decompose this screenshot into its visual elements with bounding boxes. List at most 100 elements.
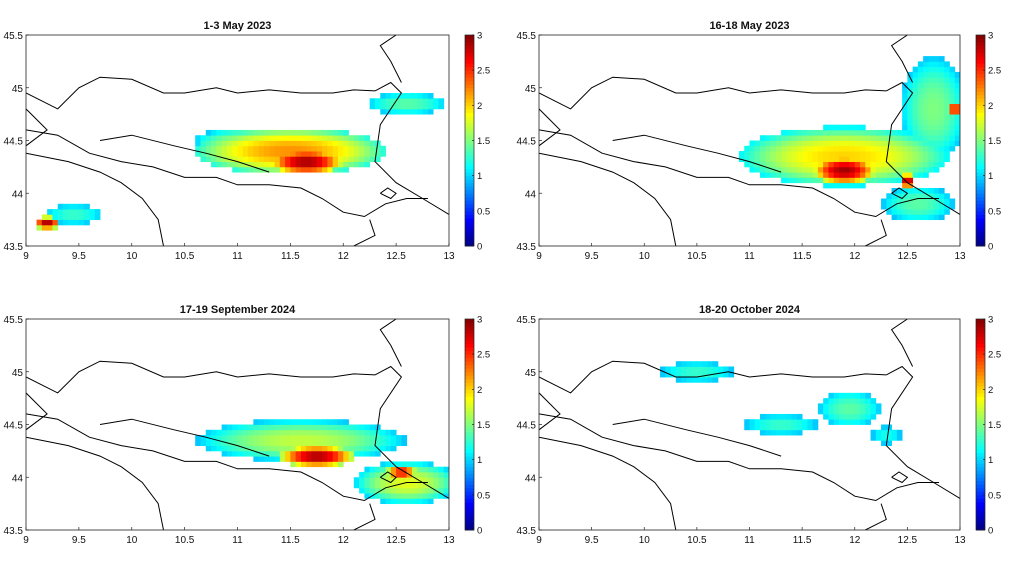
x-tick-label: 13	[443, 535, 455, 546]
colorbar-tick-label: 0.5	[988, 490, 1001, 501]
x-tick-label: 13	[954, 251, 966, 262]
colorbar-tick-label: 0.5	[477, 206, 490, 217]
x-tick-label: 11	[744, 251, 755, 262]
colorbar-tick-label: 2	[988, 385, 993, 396]
x-tick-label: 9.5	[585, 251, 599, 262]
y-tick-label: 44	[12, 189, 24, 200]
x-tick-label: 9	[536, 535, 542, 546]
colorbar-tick-label: 1	[477, 455, 482, 466]
x-tick-label: 10.5	[687, 535, 707, 546]
y-tick-label: 44	[525, 189, 537, 200]
x-tick-label: 10.5	[175, 251, 195, 262]
colorbar-tick-label: 0.5	[477, 490, 490, 501]
x-tick-label: 11	[232, 535, 243, 546]
y-tick-label: 44.5	[517, 421, 537, 432]
x-tick-label: 12	[849, 535, 861, 546]
colorbar-tick-label: 2.5	[477, 350, 490, 361]
colorbar: 0 0.5 1 1.5 2 2.5 3	[464, 315, 490, 537]
x-tick-label: 10	[126, 251, 138, 262]
colorbar-tick-label: 1	[477, 171, 482, 182]
colorbar: 0 0.5 1 1.5 2 2.5 3	[464, 31, 490, 253]
data-field	[660, 361, 903, 447]
colorbar-tick-label: 2.5	[988, 66, 1001, 77]
borders	[539, 35, 960, 246]
y-tick-label: 45	[525, 368, 537, 379]
y-tick-label: 43.5	[517, 526, 537, 537]
x-tick-label: 13	[443, 251, 455, 262]
colorbar-tick-label: 1	[988, 455, 993, 466]
x-tick-label: 10	[639, 535, 651, 546]
x-tick-label: 12.5	[386, 535, 406, 546]
y-tick-label: 45.5	[4, 31, 24, 42]
colorbar: 0 0.5 1 1.5 2 2.5 3	[975, 31, 1001, 253]
borders	[26, 35, 449, 246]
x-tick-label: 12	[849, 251, 861, 262]
x-tick-label: 9	[536, 251, 542, 262]
colorbar-tick-label: 0	[477, 526, 482, 537]
colorbar-tick-label: 1.5	[477, 136, 490, 147]
borders	[539, 319, 960, 530]
y-tick-label: 44	[12, 473, 24, 484]
borders	[26, 319, 449, 530]
x-tick-label: 10.5	[175, 535, 195, 546]
x-tick-label: 9.5	[72, 535, 86, 546]
x-tick-label: 12	[338, 251, 350, 262]
y-tick-label: 43.5	[4, 242, 24, 253]
colorbar-tick-label: 1.5	[988, 136, 1001, 147]
colorbar-tick-label: 2	[988, 101, 993, 112]
colorbar-tick-label: 3	[477, 31, 482, 42]
colorbar-tick-label: 3	[477, 315, 482, 326]
x-tick-label: 10	[126, 535, 138, 546]
x-tick-label: 11.5	[281, 251, 300, 262]
y-tick-label: 45	[525, 84, 537, 95]
x-tick-label: 9	[23, 535, 29, 546]
colorbar-tick-label: 1.5	[477, 420, 490, 431]
x-tick-label: 11	[232, 251, 243, 262]
colorbar-tick-label: 2.5	[988, 350, 1001, 361]
x-tick-label: 12	[338, 535, 350, 546]
x-tick-label: 11	[744, 535, 755, 546]
panel-title: 17-19 September 2024	[180, 304, 296, 316]
y-tick-label: 44.5	[4, 421, 24, 432]
x-tick-label: 11.5	[281, 535, 300, 546]
y-tick-label: 43.5	[4, 526, 24, 537]
x-tick-label: 10	[639, 251, 651, 262]
y-tick-label: 45	[12, 368, 24, 379]
x-tick-label: 11.5	[793, 251, 812, 262]
colorbar: 0 0.5 1 1.5 2 2.5 3	[975, 315, 1001, 537]
panel-title: 18-20 October 2024	[699, 304, 801, 316]
x-tick-label: 10.5	[687, 251, 707, 262]
x-tick-label: 12.5	[386, 251, 406, 262]
data-field	[195, 419, 449, 505]
y-tick-label: 45.5	[517, 315, 537, 326]
x-tick-label: 13	[954, 535, 966, 546]
x-tick-label: 11.5	[793, 535, 812, 546]
y-tick-label: 44	[525, 473, 537, 484]
x-tick-label: 12.5	[898, 535, 918, 546]
colorbar-tick-label: 1.5	[988, 420, 1001, 431]
panel-title: 16-18 May 2023	[709, 20, 789, 32]
y-tick-label: 44.5	[4, 137, 24, 148]
x-tick-label: 9.5	[72, 251, 86, 262]
x-tick-label: 9.5	[585, 535, 599, 546]
colorbar-tick-label: 2.5	[477, 66, 490, 77]
data-field	[36, 93, 445, 231]
x-tick-label: 12.5	[898, 251, 918, 262]
y-tick-label: 45.5	[4, 315, 24, 326]
colorbar-tick-label: 3	[988, 315, 993, 326]
x-tick-label: 9	[23, 251, 29, 262]
colorbar-tick-label: 0.5	[988, 206, 1001, 217]
panel-title: 1-3 May 2023	[204, 20, 272, 32]
colorbar-tick-label: 2	[477, 385, 482, 396]
colorbar-tick-label: 1	[988, 171, 993, 182]
y-tick-label: 45.5	[517, 31, 537, 42]
y-tick-label: 43.5	[517, 242, 537, 253]
y-tick-label: 45	[12, 84, 24, 95]
colorbar-tick-label: 0	[988, 526, 993, 537]
